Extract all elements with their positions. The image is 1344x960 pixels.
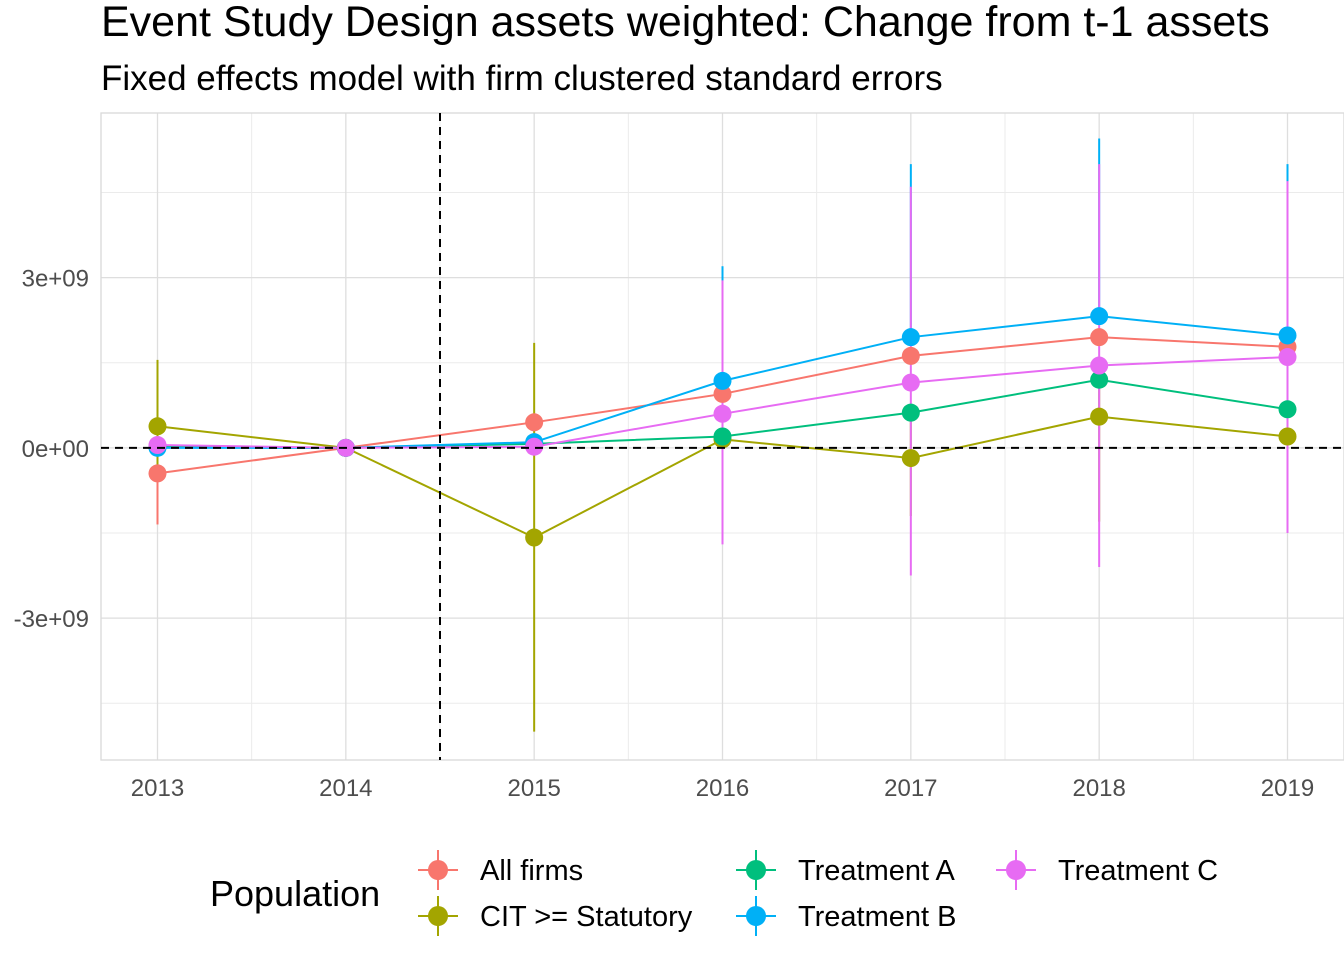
plot-area: 2013 2014 2015 2016 2017 2018 2019 -3e+09 0e+00 3… — [14, 112, 1344, 802]
data-point — [901, 328, 920, 347]
legend-key-point — [428, 860, 448, 880]
data-point — [901, 403, 920, 422]
chart-subtitle: Fixed effects model with firm clustered … — [101, 59, 943, 98]
legend: Population All firms CIT >= Statutory Treat… — [210, 850, 1218, 936]
data-point — [1090, 356, 1109, 375]
legend-key-point — [746, 860, 766, 880]
data-point — [525, 528, 544, 547]
legend-label: All firms — [480, 855, 583, 887]
data-point — [525, 437, 544, 456]
legend-key-point — [428, 906, 448, 926]
legend-label: CIT >= Statutory — [480, 901, 693, 933]
data-point — [1090, 307, 1109, 326]
legend-label: Treatment B — [798, 901, 956, 933]
legend-key-point — [1006, 860, 1026, 880]
x-tick-label: 2017 — [884, 775, 937, 802]
legend-title: Population — [210, 873, 380, 914]
chart-title: Event Study Design assets weighted: Chan… — [101, 0, 1270, 46]
data-point — [713, 371, 732, 390]
x-tick-label: 2014 — [319, 775, 372, 802]
panel-border — [100, 112, 1344, 761]
legend-label: Treatment C — [1058, 855, 1218, 887]
data-point — [901, 373, 920, 392]
data-point — [1278, 400, 1297, 419]
data-point — [901, 449, 920, 468]
data-point — [1278, 427, 1297, 446]
data-point — [148, 464, 167, 483]
legend-key-point — [746, 906, 766, 926]
x-tick-label: 2016 — [696, 775, 749, 802]
data-point — [901, 346, 920, 365]
data-point — [1090, 407, 1109, 426]
data-point — [713, 384, 732, 403]
x-tick-label: 2015 — [507, 775, 560, 802]
data-point — [713, 404, 732, 423]
data-point — [1090, 370, 1109, 389]
data-point — [1090, 328, 1109, 347]
x-tick-label: 2013 — [131, 775, 184, 802]
data-point — [713, 427, 732, 446]
data-point — [1278, 348, 1297, 367]
legend-label: Treatment A — [798, 855, 956, 887]
data-point — [1278, 326, 1297, 345]
y-tick-label: 0e+00 — [22, 436, 89, 463]
data-point — [525, 413, 544, 432]
data-point — [148, 436, 167, 455]
x-tick-label: 2019 — [1261, 775, 1314, 802]
x-tick-label: 2018 — [1072, 775, 1125, 802]
y-tick-label: -3e+09 — [14, 606, 89, 633]
data-point — [148, 417, 167, 436]
y-tick-label: 3e+09 — [22, 266, 89, 293]
